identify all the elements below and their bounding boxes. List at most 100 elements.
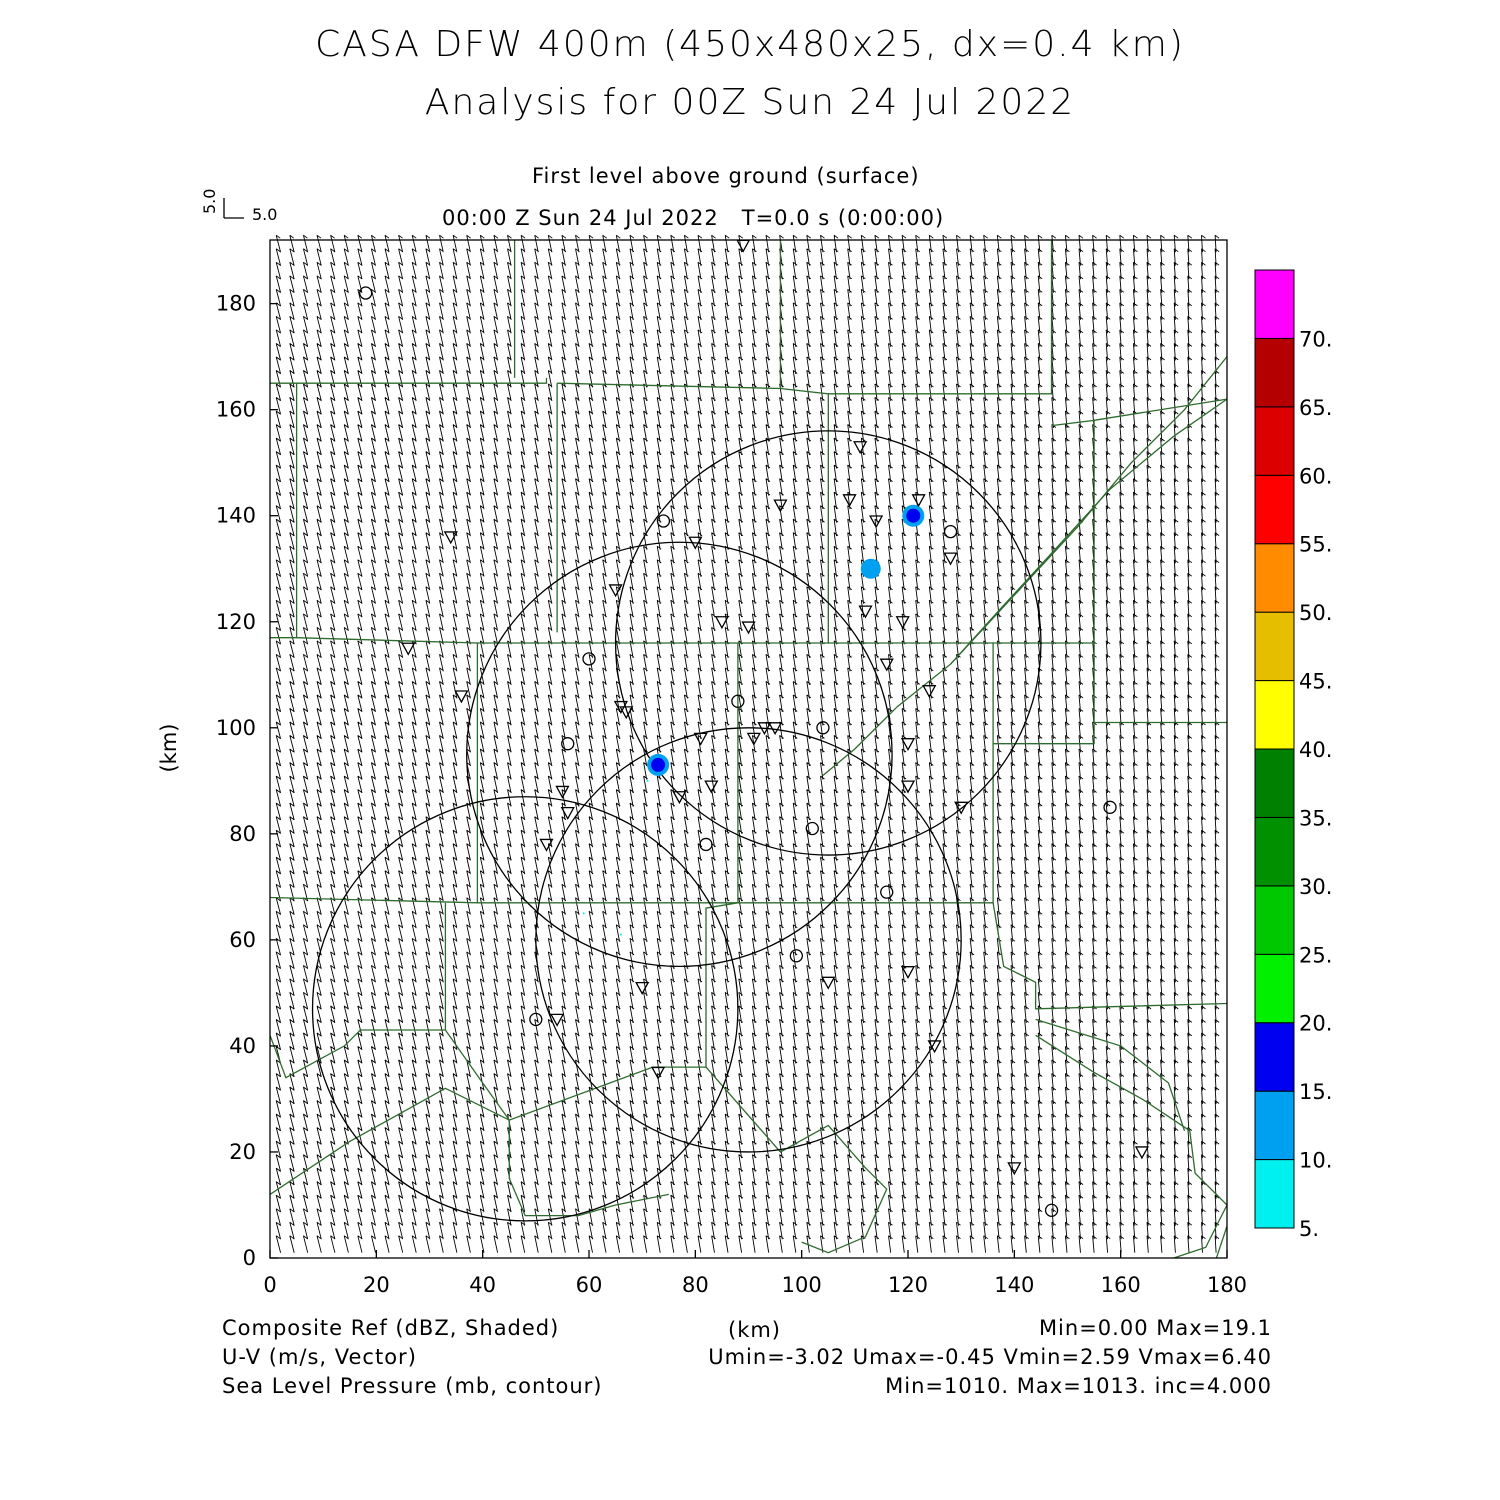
station-circle [656, 514, 671, 528]
colorbar-swatch [1254, 680, 1295, 750]
footer-wind-range: Umin=-3.02 Umax=-0.45 Vmin=2.59 Vmax=6.4… [708, 1345, 1272, 1369]
colorbar-label: 40. [1299, 738, 1332, 762]
colorbar-swatch [1254, 337, 1295, 408]
station-triangle [943, 552, 958, 566]
colorbar-swatch [1254, 816, 1295, 887]
x-axis-label: (km) [728, 1318, 782, 1342]
county-boundary [705, 1066, 888, 1254]
station-triangle [842, 494, 857, 508]
county-boundary [993, 643, 1095, 745]
y-tick-label: 180 [216, 292, 256, 316]
echo [651, 757, 666, 772]
x-axis: 0 20 40 60 80 100 120 140 160 180 [263, 1250, 1247, 1297]
county-boundary [1035, 1018, 1186, 1132]
station-triangle [879, 658, 894, 672]
colorbar: 5. 10. 15. 20. 25. 30. 35. 40. 45. 50. 55. 60. 65. 70… [1254, 269, 1332, 1241]
station-triangle [619, 706, 634, 720]
colorbar-label: 65. [1299, 396, 1332, 420]
station-circle [943, 524, 958, 539]
station-triangle [1007, 1162, 1022, 1176]
county-boundary [1215, 1225, 1228, 1259]
vector-key-v: 5.0 [200, 189, 219, 214]
colorbar-label: 45. [1299, 670, 1332, 694]
vector-key [223, 198, 244, 219]
station-triangle [1134, 1146, 1150, 1160]
x-tick-label: 0 [263, 1273, 276, 1297]
county-boundary [269, 637, 479, 904]
station-triangle [773, 499, 788, 513]
station-circle [731, 694, 745, 708]
county-boundary [1035, 1034, 1228, 1259]
station-triangle [693, 732, 708, 746]
radar-range-ring [466, 541, 893, 968]
station-triangle [635, 981, 650, 995]
colorbar-swatch [1254, 1022, 1295, 1092]
station-triangle [443, 531, 458, 545]
station-triangle [869, 515, 884, 529]
colorbar-swatch [1254, 406, 1295, 476]
station-triangle [550, 1013, 565, 1027]
time-label: 00:00 Z Sun 24 Jul 2022 T=0.0 s (0:00:00… [442, 206, 945, 230]
echo [582, 912, 585, 915]
station-triangle [853, 441, 868, 455]
reflectivity-echoes [582, 504, 925, 936]
station-circle [789, 949, 803, 963]
station-triangle [927, 1040, 942, 1054]
footer-reflectivity-range: Min=0.00 Max=19.1 [1038, 1316, 1272, 1340]
x-tick-label: 120 [888, 1273, 928, 1297]
y-tick-label: 0 [243, 1246, 256, 1270]
station-triangle [858, 605, 873, 619]
echo [864, 562, 877, 575]
station-triangle [954, 801, 969, 815]
y-tick-label: 100 [216, 716, 256, 740]
x-tick-label: 180 [1207, 1273, 1247, 1297]
footer-reflectivity-label: Composite Ref (dBZ, Shaded) [222, 1316, 560, 1340]
y-tick-label: 140 [216, 504, 256, 528]
station-triangle [741, 621, 756, 635]
county-boundary [828, 419, 1095, 644]
station-triangle [539, 838, 554, 852]
colorbar-label: 30. [1299, 875, 1332, 899]
colorbar-label: 20. [1299, 1012, 1332, 1036]
colorbar-label: 25. [1299, 943, 1332, 967]
station-triangle [821, 976, 836, 990]
y-tick-label: 40 [229, 1034, 256, 1058]
radar-range-rings [311, 430, 1042, 1222]
station-circle [805, 821, 819, 836]
colorbar-label: 5. [1299, 1217, 1319, 1241]
footer-pressure-label: Sea Level Pressure (mb, contour) [222, 1374, 603, 1398]
county-boundary [737, 643, 994, 904]
station-circle [529, 1012, 543, 1027]
colorbar-label: 55. [1299, 533, 1332, 557]
station-circle [880, 885, 894, 899]
level-label: First level above ground (surface) [532, 164, 920, 188]
station-triangle [900, 966, 916, 980]
x-tick-label: 40 [469, 1273, 496, 1297]
colorbar-label: 10. [1299, 1149, 1332, 1173]
station-triangle [688, 536, 703, 550]
y-tick-label: 160 [216, 398, 256, 422]
station-markers [359, 239, 1150, 1217]
x-tick-label: 160 [1101, 1273, 1141, 1297]
station-triangle [757, 722, 772, 736]
echo [646, 779, 649, 782]
station-triangle [555, 785, 570, 799]
station-circle [699, 837, 713, 852]
county-boundary [828, 240, 1053, 395]
station-triangle [900, 738, 916, 752]
colorbar-label: 70. [1299, 327, 1332, 351]
colorbar-label: 50. [1299, 601, 1332, 625]
county-boundary [1093, 398, 1228, 421]
county-boundary [477, 642, 739, 904]
footer-wind-label: U-V (m/s, Vector) [222, 1345, 417, 1369]
station-circle [561, 737, 575, 751]
station-triangle [672, 791, 687, 805]
colorbar-swatch [1254, 953, 1295, 1024]
station-triangle [911, 494, 926, 508]
station-circle [816, 721, 830, 735]
x-tick-label: 20 [363, 1273, 390, 1297]
y-axis: 0 20 40 60 80 100 120 140 160 180 [216, 292, 278, 1270]
colorbar-swatch [1254, 611, 1295, 682]
county-boundary [269, 902, 739, 1121]
county-boundary [992, 902, 1228, 1010]
